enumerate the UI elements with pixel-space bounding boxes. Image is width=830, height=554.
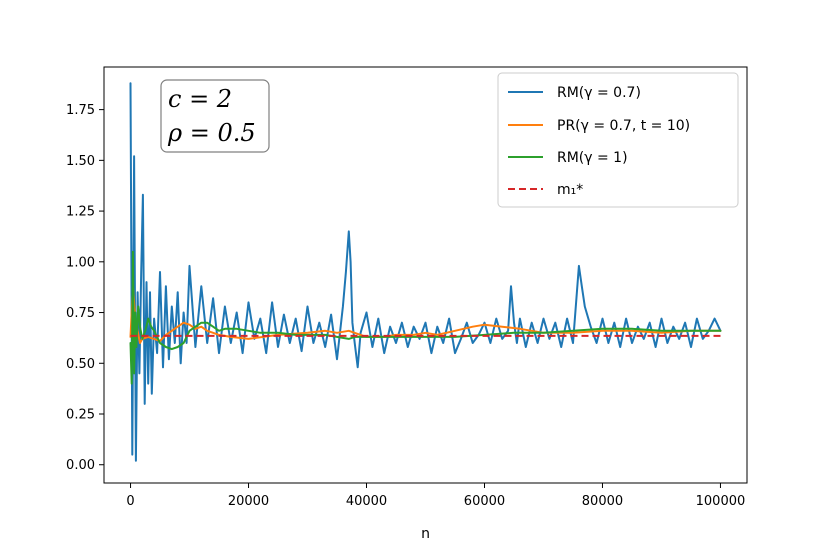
- x-tick-label: 0: [126, 494, 134, 509]
- legend-label-3: RM(γ = 1): [557, 150, 628, 166]
- annotation-box: c = 2 ρ = 0.5: [160, 79, 270, 153]
- series-layer: [129, 82, 722, 462]
- series-line-1: [129, 82, 722, 462]
- x-tick-label: 60000: [464, 494, 505, 509]
- annotation-line-2: ρ = 0.5: [167, 119, 256, 147]
- y-tick-label: 1.25: [66, 205, 95, 220]
- y-tick-label: 1.50: [66, 154, 95, 169]
- x-tick-label: 40000: [346, 494, 387, 509]
- legend: RM(γ = 0.7) PR(γ = 0.7, t = 10) RM(γ = 1) m…: [497, 72, 739, 208]
- series-line-3: [129, 250, 722, 385]
- axes-frame: [103, 66, 748, 484]
- annotation-line-1: c = 2: [168, 85, 232, 113]
- y-tick-label: 0.25: [66, 408, 95, 423]
- x-tick-label: 80000: [582, 494, 623, 509]
- legend-label-1: RM(γ = 0.7): [557, 85, 641, 101]
- x-axis-label: n: [421, 526, 430, 542]
- legend-items: RM(γ = 0.7) PR(γ = 0.7, t = 10) RM(γ = 1) m…: [508, 85, 690, 198]
- x-tick-label: 100000: [696, 494, 746, 509]
- plot-area: 0 20000 40000 60000 80000 100000 0.00 0.25 0.50 0…: [66, 66, 748, 509]
- legend-label-4: m₁*: [557, 182, 583, 198]
- y-tick-label: 0.75: [66, 306, 95, 321]
- y-tick-label: 0.50: [66, 357, 95, 372]
- ticks-layer: 0 20000 40000 60000 80000 100000 0.00 0.25 0.50 0…: [66, 103, 745, 509]
- legend-label-2: PR(γ = 0.7, t = 10): [557, 118, 690, 134]
- series-line-2: [129, 285, 722, 344]
- y-tick-label: 0.00: [66, 458, 95, 473]
- y-tick-label: 1.00: [66, 255, 95, 270]
- x-tick-label: 20000: [228, 494, 269, 509]
- y-tick-label: 1.75: [66, 103, 95, 118]
- legend-frame: [497, 72, 739, 208]
